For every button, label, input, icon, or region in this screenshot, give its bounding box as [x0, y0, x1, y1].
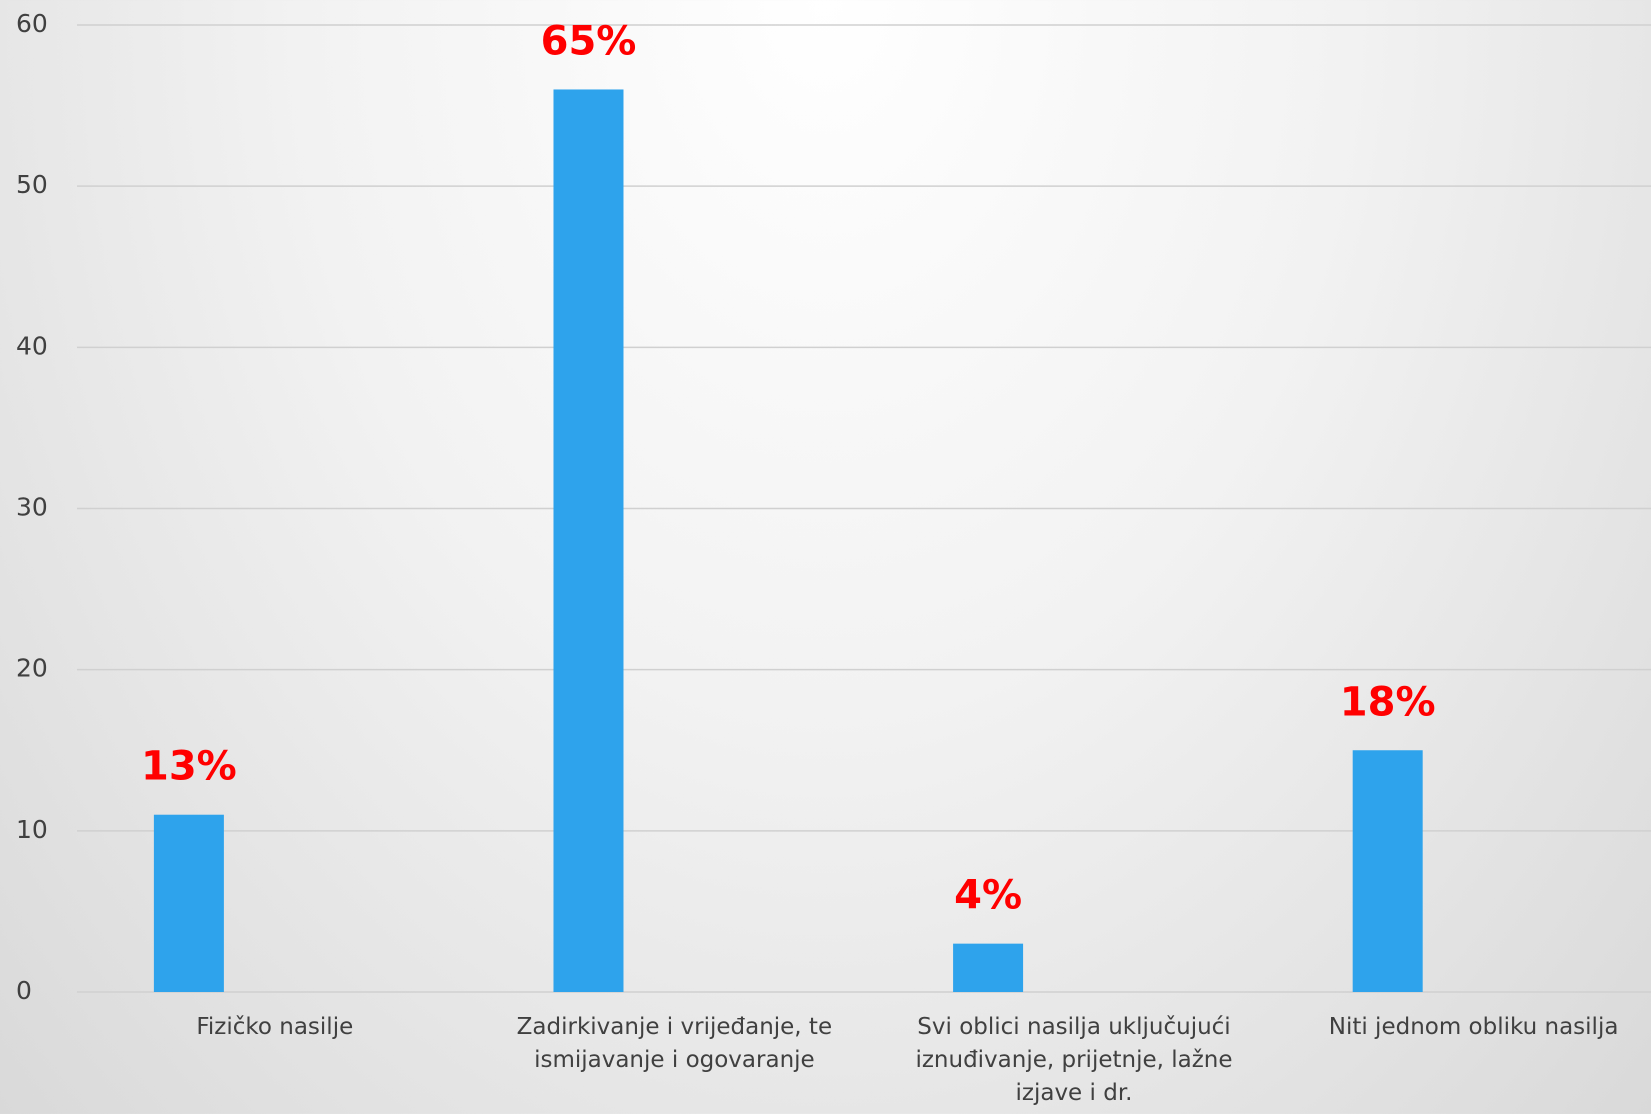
x-tick-label: Niti jednom obliku nasilja — [1328, 1014, 1619, 1040]
bar — [553, 89, 624, 992]
y-tick-label: 10 — [16, 815, 48, 844]
y-tick-label: 0 — [16, 976, 32, 1005]
y-tick-label: 20 — [16, 654, 48, 683]
y-tick-label: 30 — [16, 493, 48, 522]
data-label: 18% — [1340, 679, 1436, 725]
x-tick-label: Zadirkivanje i vrijeđanje, te ismijavanj… — [516, 1014, 833, 1073]
data-label: 13% — [141, 744, 237, 790]
bar — [953, 943, 1024, 992]
bar — [1352, 750, 1423, 992]
x-tick-label: Svi oblici nasilja uključujući iznuđivan… — [915, 1014, 1233, 1106]
bar — [153, 814, 224, 992]
data-label: 65% — [541, 18, 637, 64]
y-tick-label: 50 — [16, 170, 48, 199]
y-tick-label: 60 — [16, 9, 48, 38]
data-label: 4% — [954, 873, 1022, 919]
x-tick-label: Fizičko nasilje — [196, 1014, 354, 1040]
y-tick-label: 40 — [16, 331, 48, 360]
